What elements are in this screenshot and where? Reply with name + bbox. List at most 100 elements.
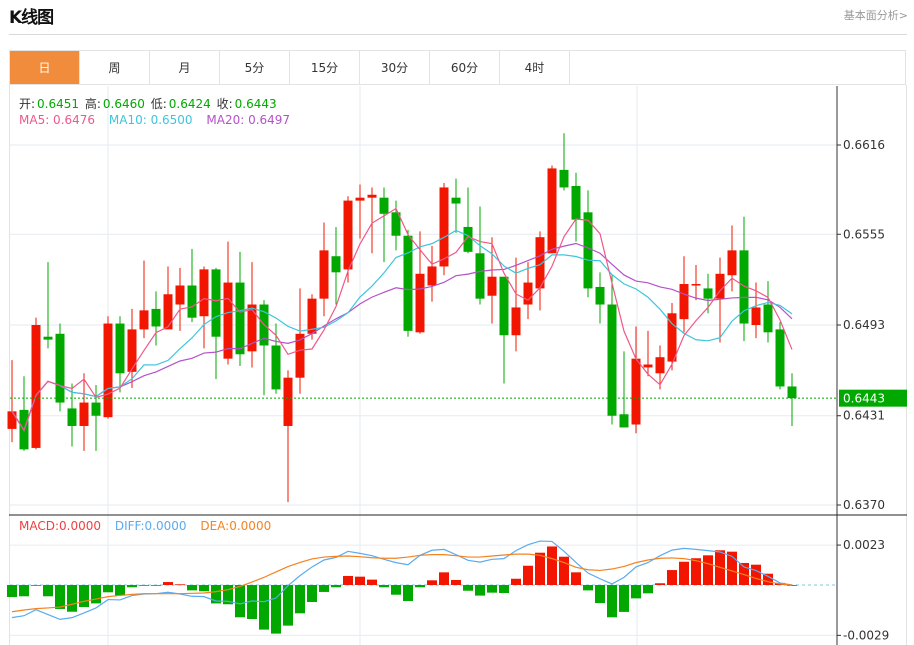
period-tabs: 日 周 月 5分 15分 30分 60分 4时 [9,50,906,85]
candle-up [307,298,317,334]
tab-30min[interactable]: 30分 [360,51,430,84]
candle-down [403,235,413,331]
macd-bar [403,585,413,601]
candle-down [151,308,161,327]
candle-down [607,304,617,416]
candle-down [499,276,509,336]
macd-bar [751,564,761,585]
candle-up [523,282,533,305]
macd-bar [235,585,245,618]
macd-bar [391,585,401,595]
macd-bar [91,585,101,604]
macd-bar [367,579,377,585]
candle-down [475,253,485,299]
macd-bar [535,552,545,585]
macd-bar [7,585,17,597]
candle-up [727,250,737,276]
macd-bar [439,572,449,585]
candle-up [547,168,557,254]
candle-down [763,304,773,333]
tab-5min[interactable]: 5分 [220,51,290,84]
macd-bar [223,585,233,605]
macd-bar [571,572,581,585]
price-tick-label: 0.6370 [843,498,885,512]
macd-bar [19,585,29,597]
macd-bar [211,585,221,604]
candle-up [667,313,677,362]
ma5-line [11,207,793,432]
tab-15min[interactable]: 15分 [290,51,360,84]
macd-bar [487,585,497,593]
macd-bar [607,585,617,618]
candle-up [247,304,257,352]
tab-week[interactable]: 周 [80,51,150,84]
macd-bar [643,585,653,594]
candle-up [415,273,425,333]
price-tick-label: 0.6431 [843,409,885,423]
macd-bar [547,546,557,585]
price-tick-label: 0.6555 [843,227,885,241]
tab-60min[interactable]: 60分 [430,51,500,84]
candle-up [535,237,545,289]
candle-up [283,377,293,426]
candle-down [775,329,785,387]
candle-up [175,285,185,305]
candle-up [103,323,113,418]
tab-month[interactable]: 月 [150,51,220,84]
candle-down [451,197,461,204]
macd-bar [187,585,197,591]
macd-bar [499,585,509,593]
macd-bar [463,585,473,591]
macd-bar [295,585,305,614]
macd-bar [451,579,461,585]
macd-bar [703,555,713,585]
candle-up [715,273,725,299]
candle-up [295,333,305,378]
macd-bar [115,585,125,596]
macd-bar [667,570,677,585]
ma20-line [11,242,793,432]
candle-up [79,402,89,426]
candle-down [571,185,581,220]
diff-value: DIFF:0.0000 [114,519,187,533]
macd-bar [475,585,485,596]
macd-bar [103,585,113,593]
candle-down [271,345,281,390]
macd-tick-label: -0.0029 [843,628,889,642]
high-value: 0.6460 [102,97,145,111]
candle-up [511,307,521,336]
candle-down [235,282,245,355]
candle-up [7,411,17,429]
ma10-line [11,229,793,432]
candle-down [67,408,77,426]
candle-up [643,364,653,368]
candle-up [439,187,449,267]
macd-bar [679,561,689,585]
macd-bar [619,585,629,612]
macd-bar [691,558,701,585]
candle-up [343,200,353,270]
tab-4hour[interactable]: 4时 [500,51,570,84]
candle-down [463,226,473,252]
macd-bar [343,575,353,585]
tab-day[interactable]: 日 [10,51,80,84]
macd-bar [595,585,605,604]
macd-bar [43,585,53,597]
candle-up [367,194,377,198]
macd-bar [763,573,773,585]
candle-down [619,414,629,428]
macd-bar [427,580,437,585]
ma10-value: MA10: 0.6500 [108,113,193,127]
candle-down [55,333,65,403]
candle-up [679,284,689,320]
macd-bar [583,585,593,591]
fundamental-analysis-link[interactable]: 基本面分析> [843,9,908,22]
macd-value: MACD:0.0000 [19,519,102,533]
candle-up [751,307,761,325]
current-price-tag [839,389,907,407]
candle-down [379,197,389,214]
macd-bar [727,551,737,585]
macd-bar [331,585,341,588]
macd-bar [139,585,149,586]
